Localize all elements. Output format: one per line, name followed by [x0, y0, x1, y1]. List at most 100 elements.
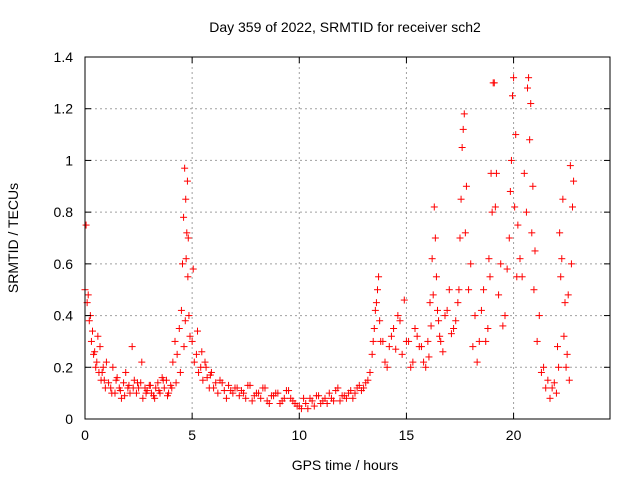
data-point — [233, 384, 241, 392]
data-point — [214, 389, 222, 397]
data-point — [565, 376, 573, 384]
data-point — [263, 397, 271, 405]
data-point — [486, 273, 494, 281]
data-point — [379, 337, 387, 345]
data-point — [310, 402, 318, 410]
data-point — [542, 384, 550, 392]
data-point — [179, 260, 186, 268]
data-point — [385, 343, 393, 351]
y-tick-label: 0.6 — [54, 256, 74, 272]
chart-title: Day 359 of 2022, SRMTID for receiver sch… — [209, 19, 481, 35]
data-point — [327, 394, 335, 402]
data-point — [220, 387, 228, 395]
data-point — [300, 394, 308, 402]
data-point — [99, 363, 107, 371]
data-point — [109, 363, 117, 371]
data-point — [431, 234, 439, 242]
data-point — [460, 110, 468, 118]
data-point — [202, 363, 210, 371]
data-point — [151, 394, 159, 402]
data-point — [199, 376, 207, 384]
data-point — [469, 343, 477, 351]
data-point — [375, 273, 383, 281]
data-point — [101, 384, 109, 392]
data-point — [186, 332, 194, 340]
data-point — [434, 306, 441, 314]
data-point — [485, 255, 493, 263]
data-point — [499, 322, 507, 330]
data-point — [176, 368, 184, 376]
data-point — [184, 234, 192, 242]
data-point — [116, 387, 124, 395]
data-point — [87, 337, 95, 345]
data-point — [366, 368, 374, 376]
data-point — [489, 79, 497, 87]
data-point — [524, 84, 531, 92]
data-point — [487, 169, 495, 177]
data-point — [304, 405, 312, 413]
data-point — [180, 213, 188, 221]
data-point — [516, 255, 524, 263]
data-point — [297, 405, 305, 413]
data-point — [121, 392, 129, 400]
y-tick-label: 0.8 — [54, 204, 74, 220]
data-point — [439, 348, 447, 356]
data-point — [424, 337, 432, 345]
data-point — [84, 291, 92, 299]
data-point — [529, 182, 537, 190]
data-point — [323, 399, 331, 407]
data-point — [302, 399, 310, 407]
data-point — [183, 177, 191, 185]
data-point — [471, 312, 479, 320]
data-point — [441, 312, 449, 320]
data-point — [248, 397, 256, 405]
data-point — [392, 345, 400, 353]
data-point — [427, 322, 435, 330]
data-point — [255, 389, 263, 397]
data-point — [428, 255, 436, 263]
data-point — [520, 169, 528, 177]
data-point — [128, 343, 136, 351]
data-point — [189, 265, 197, 273]
data-point — [497, 260, 505, 268]
data-point — [129, 384, 137, 392]
data-point — [505, 234, 513, 242]
y-tick-label: 0 — [65, 411, 73, 427]
x-tick-label: 20 — [506, 427, 522, 443]
data-point — [557, 273, 565, 281]
data-point — [306, 394, 314, 402]
data-point — [506, 187, 514, 195]
x-axis-label: GPS time / hours — [292, 457, 399, 473]
data-point — [400, 296, 408, 304]
data-point — [257, 394, 265, 402]
data-point — [280, 394, 288, 402]
data-point — [522, 208, 530, 216]
data-point — [559, 195, 567, 203]
data-point — [567, 260, 575, 268]
data-point — [422, 363, 430, 371]
data-point — [168, 384, 176, 392]
data-point — [535, 312, 543, 320]
data-point — [293, 402, 301, 410]
data-point — [160, 384, 168, 392]
data-point — [540, 363, 548, 371]
data-point — [482, 337, 490, 345]
data-point — [235, 392, 243, 400]
data-point — [455, 286, 463, 294]
data-point — [142, 389, 150, 397]
data-point — [503, 265, 511, 273]
data-point — [357, 387, 365, 395]
axis-ticks: 0 5 10 15 20 0 0.2 0.4 0.6 0.8 1 1.2 1.4 — [54, 49, 610, 443]
data-point — [570, 177, 578, 185]
data-point — [450, 325, 458, 332]
data-point — [93, 358, 101, 366]
data-point — [458, 144, 466, 151]
data-point — [289, 397, 297, 405]
data-point — [89, 327, 96, 335]
data-point — [185, 312, 193, 320]
data-point — [92, 363, 100, 371]
data-point — [555, 363, 563, 371]
data-point — [417, 343, 425, 351]
data-point — [368, 350, 376, 358]
data-point — [396, 317, 404, 325]
